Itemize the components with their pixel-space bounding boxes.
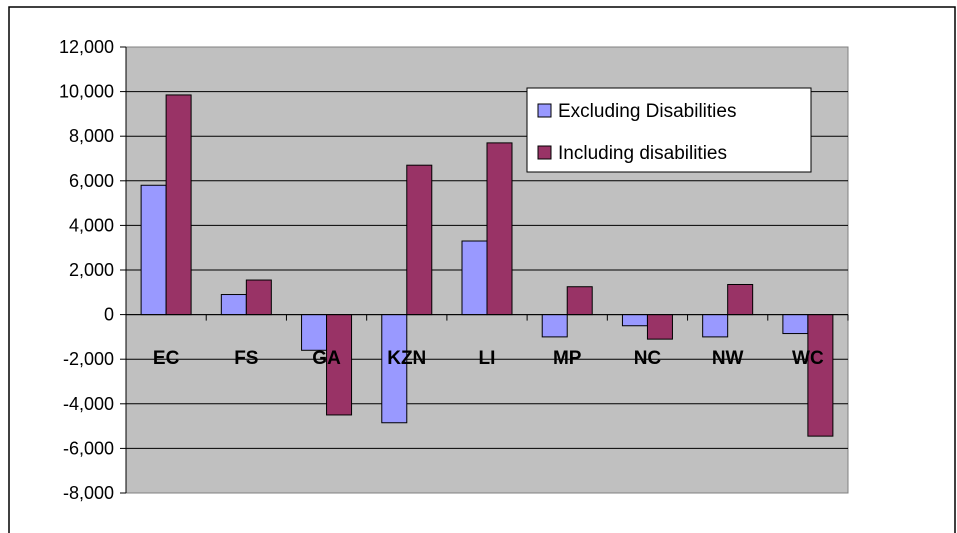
- axes: [125, 47, 849, 493]
- y-tick-label: 12,000: [59, 37, 114, 57]
- bar-including-nc: [646, 314, 673, 340]
- y-tick-label: -6,000: [63, 438, 114, 458]
- bar-excluding-fs: [220, 294, 247, 316]
- bar-excluding-mp: [541, 314, 568, 338]
- bar-excluding-nw: [702, 314, 729, 338]
- category-label-mp: MP: [553, 348, 582, 369]
- category-label-ec: EC: [153, 348, 180, 369]
- y-tick-label: -8,000: [63, 483, 114, 503]
- category-label-nc: NC: [634, 348, 662, 369]
- bar-excluding-kzn: [381, 314, 408, 424]
- y-tick-label: -2,000: [63, 349, 114, 369]
- bar-excluding-wc: [782, 314, 809, 335]
- legend-swatch-including-disabilities: [537, 145, 552, 160]
- bar-including-wc: [807, 314, 834, 437]
- y-tick-label: -4,000: [63, 394, 114, 414]
- category-labels: EC FS GA KZN LI MP NC NW WC: [153, 348, 824, 369]
- bar-excluding-ga: [301, 314, 328, 351]
- category-label-nw: NW: [712, 348, 744, 369]
- bar-including-nw: [727, 283, 754, 316]
- legend-label-including-disabilities: Including disabilities: [558, 143, 727, 164]
- category-label-ga: GA: [312, 348, 341, 369]
- bar-excluding-nc: [621, 314, 648, 327]
- bar-including-ec: [165, 94, 192, 316]
- y-tick-label: 8,000: [69, 126, 114, 146]
- bar-including-mp: [566, 286, 593, 316]
- category-label-wc: WC: [792, 348, 824, 369]
- y-tick-label: 4,000: [69, 215, 114, 235]
- bar-excluding-ec: [140, 184, 167, 316]
- y-tick-label: 6,000: [69, 171, 114, 191]
- legend-label-excluding-disabilities: Excluding Disabilities: [558, 101, 736, 122]
- bar-including-fs: [245, 279, 272, 316]
- category-label-li: LI: [479, 348, 496, 369]
- legend-box: [526, 87, 812, 173]
- bar-including-li: [486, 142, 513, 316]
- bar-excluding-li: [461, 240, 488, 316]
- y-tick-label: 10,000: [59, 82, 114, 102]
- y-axis-ticks: 12,000 10,000 8,000 6,000 4,000 2,000 0 -2,000 -…: [59, 37, 126, 503]
- y-tick-label: 2,000: [69, 260, 114, 280]
- bar-including-kzn: [406, 164, 433, 316]
- legend-swatch-excluding-disabilities: [537, 103, 552, 118]
- bars: [140, 94, 834, 437]
- legend: Excluding Disabilities Including disabil…: [526, 87, 812, 173]
- category-label-fs: FS: [234, 348, 258, 369]
- y-tick-label: 0: [104, 305, 114, 325]
- category-label-kzn: KZN: [387, 348, 426, 369]
